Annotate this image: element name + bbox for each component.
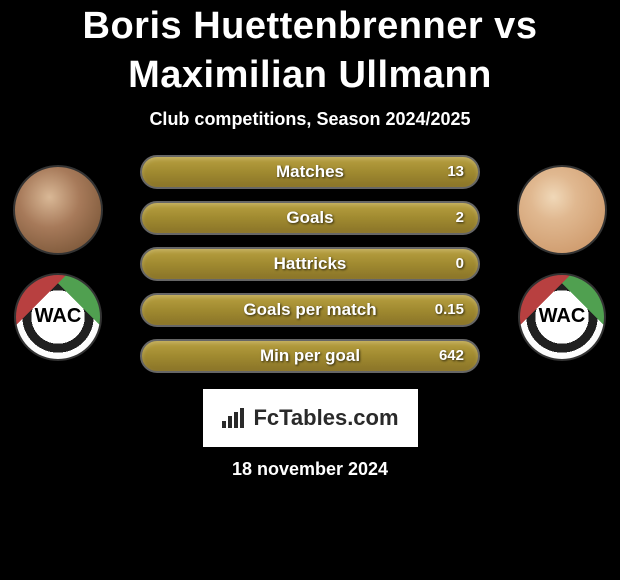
bar-chart-icon [221, 407, 247, 429]
stat-label: Min per goal [260, 346, 360, 366]
competition-subtitle: Club competitions, Season 2024/2025 [149, 109, 470, 130]
club-badge-right-code: WAC [539, 305, 586, 328]
stat-label: Goals [286, 208, 333, 228]
stat-bar-hattricks: Hattricks 0 [140, 247, 480, 281]
stat-bar-matches: Matches 13 [140, 155, 480, 189]
stat-right-value: 642 [439, 347, 464, 364]
comparison-date: 18 november 2024 [232, 459, 388, 480]
stat-right-value: 0.15 [435, 301, 464, 318]
stat-label: Goals per match [243, 300, 376, 320]
player-right-club-badge: WAC [518, 273, 606, 361]
player-left-club-badge: WAC [14, 273, 102, 361]
stat-bar-goals: Goals 2 [140, 201, 480, 235]
player-left-column: WAC [8, 150, 108, 361]
stats-column: Matches 13 Goals 2 Hattricks 0 Goals per… [108, 150, 512, 385]
player-right-avatar [517, 165, 607, 255]
stat-right-value: 0 [456, 255, 464, 272]
stat-right-value: 13 [447, 163, 464, 180]
comparison-title: Boris Huettenbrenner vs Maximilian Ullma… [0, 2, 620, 101]
stat-label: Matches [276, 162, 344, 182]
club-badge-left-code: WAC [35, 305, 82, 328]
stat-bar-min-per-goal: Min per goal 642 [140, 339, 480, 373]
brand-logo: FcTables.com [221, 405, 398, 431]
player-left-avatar [13, 165, 103, 255]
brand-logo-text: FcTables.com [253, 405, 398, 431]
stat-label: Hattricks [274, 254, 347, 274]
comparison-body: WAC Matches 13 Goals 2 Hattricks 0 Goals [0, 150, 620, 385]
stat-right-value: 2 [456, 209, 464, 226]
player-right-column: WAC [512, 150, 612, 361]
brand-logo-box: FcTables.com [203, 389, 418, 447]
stat-bar-goals-per-match: Goals per match 0.15 [140, 293, 480, 327]
